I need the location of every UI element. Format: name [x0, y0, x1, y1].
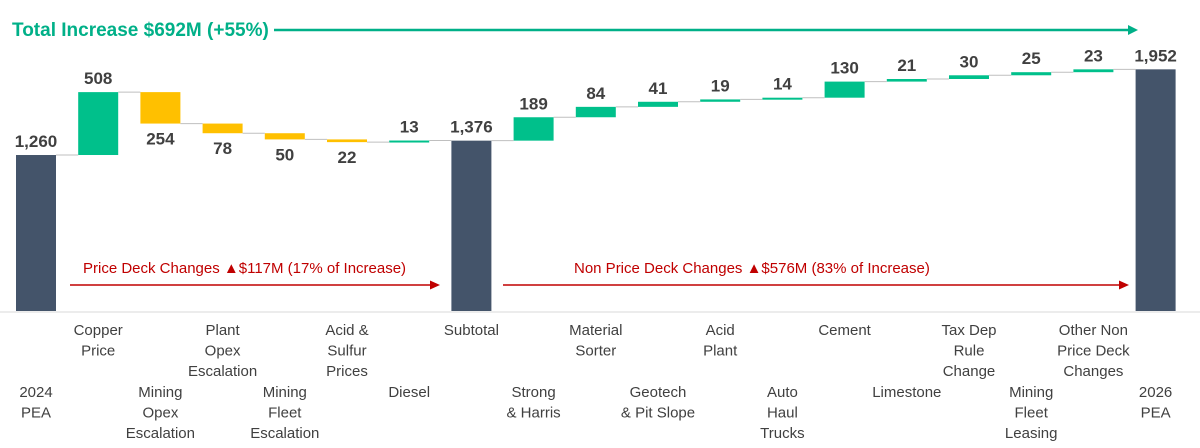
- value-label: 30: [960, 52, 979, 71]
- bar-mining-fleet-leasing: [1011, 72, 1052, 76]
- value-label: 508: [84, 69, 112, 88]
- category-label: Acid & Sulfur Prices: [325, 322, 368, 380]
- category-label: 2026 PEA: [1139, 384, 1172, 422]
- price-deck-arrowhead: [430, 280, 440, 290]
- value-label: 78: [213, 139, 232, 158]
- bar-acid-sulfur-prices: [327, 139, 367, 143]
- category-label: Diesel: [388, 384, 430, 401]
- category-label: Acid Plant: [703, 322, 738, 360]
- bar-material-sorter: [575, 106, 616, 118]
- value-label: 1,260: [15, 132, 58, 151]
- category-label: Tax Dep Rule Change: [941, 322, 996, 380]
- value-label: 25: [1022, 49, 1041, 68]
- value-label: 1,952: [1134, 46, 1177, 65]
- category-label: Geotech & Pit Slope: [621, 384, 695, 422]
- value-label: 130: [830, 59, 858, 78]
- category-label: Mining Opex Escalation: [126, 384, 195, 442]
- value-label: 1,376: [450, 118, 493, 137]
- category-label: Copper Price: [74, 322, 123, 360]
- bar-plant-opex-escalation: [202, 123, 243, 134]
- value-label: 50: [275, 145, 294, 164]
- bar-mining-opex-escalation: [140, 92, 181, 124]
- value-label: 21: [897, 56, 916, 75]
- non-price-deck-annotation: Non Price Deck Changes ▲$576M (83% of In…: [574, 260, 930, 277]
- category-label: 2024 PEA: [19, 384, 52, 422]
- category-label: Other Non Price Deck Changes: [1057, 322, 1130, 380]
- bars-group: [16, 69, 1176, 311]
- bar-acid-plant: [700, 99, 741, 102]
- value-label: 84: [586, 84, 605, 103]
- bar-2024-pea: [16, 155, 56, 311]
- value-label: 41: [649, 79, 668, 98]
- category-label: Mining Fleet Escalation: [250, 384, 319, 442]
- value-labels-group: 1,260 508 254 78 50 22 13 1,376 189 84 41 19 14 130 21…: [15, 46, 1177, 167]
- value-label: 254: [146, 130, 175, 149]
- value-label: 14: [773, 75, 792, 94]
- value-label: 19: [711, 76, 730, 95]
- bar-2026-pea: [1135, 69, 1176, 311]
- bar-cement: [824, 81, 865, 98]
- bar-geotech-pit-slope: [638, 101, 678, 107]
- category-label: Strong & Harris: [507, 384, 561, 422]
- category-label: Material Sorter: [569, 322, 622, 360]
- category-label: Subtotal: [444, 322, 499, 339]
- bar-other-non-price-deck-changes: [1073, 69, 1114, 73]
- category-label: Limestone: [872, 384, 941, 401]
- non-price-deck-arrowhead: [1119, 280, 1129, 290]
- bar-auto-haul-trucks: [762, 97, 803, 100]
- bar-copper-price: [78, 92, 119, 156]
- value-label: 22: [338, 148, 357, 167]
- bar-strong-harris: [513, 117, 554, 141]
- chart-title: Total Increase $692M (+55%): [12, 20, 269, 41]
- category-label: Plant Opex Escalation: [188, 322, 257, 380]
- value-label: 189: [519, 94, 547, 113]
- category-label: Mining Fleet Leasing: [1005, 384, 1058, 442]
- connectors-group: [56, 68, 1136, 156]
- category-label: Auto Haul Trucks: [760, 384, 804, 442]
- bar-subtotal: [451, 140, 492, 311]
- total-increase-arrowhead: [1128, 25, 1138, 35]
- bar-diesel: [389, 140, 430, 143]
- value-label: 13: [400, 118, 419, 137]
- bar-tax-dep-rule-change: [949, 75, 989, 79]
- value-label: 23: [1084, 46, 1103, 65]
- bar-mining-fleet-escalation: [264, 133, 305, 140]
- price-deck-annotation: Price Deck Changes ▲$117M (17% of Increa…: [83, 260, 406, 277]
- category-label: Cement: [818, 322, 871, 339]
- bar-limestone: [886, 78, 927, 82]
